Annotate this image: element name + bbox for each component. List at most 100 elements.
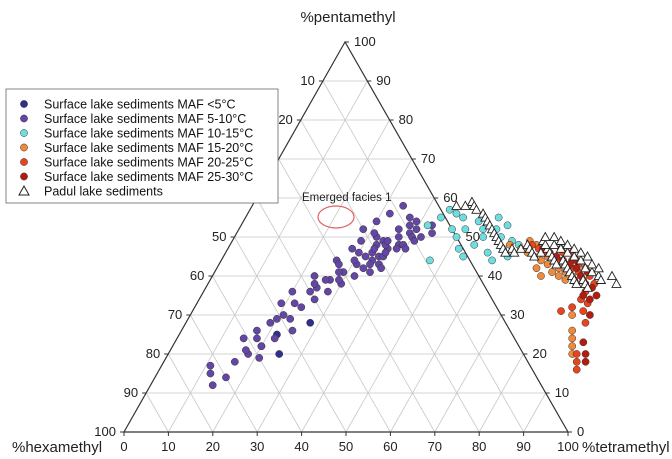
data-point-6 <box>540 239 551 249</box>
data-point-1 <box>394 225 403 234</box>
data-point-4 <box>581 318 590 327</box>
data-point-2 <box>494 213 503 222</box>
data-point-1 <box>335 260 343 269</box>
data-point-2 <box>459 213 467 222</box>
legend-marker <box>20 129 28 137</box>
data-point-1 <box>253 334 261 343</box>
data-point-6 <box>575 247 587 257</box>
data-point-3 <box>568 334 577 343</box>
data-point-1 <box>383 237 392 245</box>
right-tick-label: 60 <box>443 190 457 205</box>
data-point-6 <box>595 274 607 284</box>
data-point-1 <box>412 217 421 226</box>
data-point-6 <box>562 239 573 249</box>
data-point-1 <box>399 201 407 210</box>
data-point-2 <box>479 233 487 241</box>
data-point-6 <box>606 270 618 281</box>
data-point-3 <box>554 272 563 280</box>
data-point-1 <box>206 369 215 378</box>
grid-line-tetramethyl <box>523 392 547 433</box>
grid-line-hexamethyl <box>145 392 169 433</box>
bottom-tick-label: 30 <box>250 439 264 454</box>
legend-label: Surface lake sediments MAF 25-30°C <box>44 170 253 184</box>
data-point-2 <box>452 233 461 241</box>
data-point-0 <box>306 318 315 327</box>
data-point-6 <box>540 231 551 242</box>
legend-label: Surface lake sediments MAF 5-10°C <box>44 112 246 126</box>
data-point-5 <box>572 264 581 273</box>
data-point-1 <box>361 252 370 261</box>
data-point-1 <box>335 276 343 284</box>
grid-line-hexamethyl <box>167 353 214 433</box>
legend-box <box>5 88 279 204</box>
data-point-1 <box>310 295 319 304</box>
data-point-2 <box>452 209 461 218</box>
bottom-tick-label: 80 <box>472 439 486 454</box>
data-point-5 <box>579 291 588 300</box>
data-point-3 <box>568 311 576 319</box>
data-point-1 <box>405 213 414 222</box>
data-point-1 <box>255 354 264 362</box>
data-point-1 <box>392 244 401 253</box>
data-point-4 <box>572 350 581 358</box>
data-point-1 <box>324 287 332 296</box>
data-point-6 <box>586 258 598 269</box>
data-point-1 <box>335 268 343 276</box>
data-point-4 <box>572 357 581 366</box>
data-point-5 <box>581 357 590 366</box>
grid-lines <box>145 80 547 433</box>
data-point-1 <box>428 229 436 237</box>
left-tick-label: 70 <box>168 307 182 322</box>
annotation-ellipse <box>317 205 355 229</box>
legend-marker <box>18 184 30 196</box>
grid-line-tetramethyl <box>390 275 480 433</box>
bottom-tick-label: 10 <box>161 439 175 454</box>
data-point-1 <box>270 334 279 343</box>
data-point-0 <box>275 350 284 358</box>
data-point-4 <box>568 303 576 312</box>
grid-line-hexamethyl <box>234 236 347 433</box>
data-point-6 <box>548 231 560 242</box>
data-point-3 <box>548 268 556 276</box>
bottom-tick-label: 20 <box>206 439 220 454</box>
data-point-6 <box>582 251 593 261</box>
right-tick-label: 80 <box>399 112 413 127</box>
data-point-6 <box>460 200 471 210</box>
data-point-2 <box>437 213 445 222</box>
data-point-1 <box>350 272 359 280</box>
data-point-1 <box>370 229 379 237</box>
data-point-1 <box>288 287 297 296</box>
bottom-tick-label: 70 <box>428 439 442 454</box>
right-tick-label: 10 <box>555 385 569 400</box>
legend-label: Padul lake sediments <box>44 185 163 199</box>
data-point-1 <box>357 237 365 245</box>
data-point-3 <box>532 264 541 273</box>
bottom-tick-label: 100 <box>557 439 579 454</box>
legend-label: Surface lake sediments MAF 20-25°C <box>44 156 253 170</box>
data-point-1 <box>394 233 403 241</box>
grid-line-tetramethyl <box>168 80 368 433</box>
data-point-1 <box>290 299 299 308</box>
data-point-3 <box>537 272 545 280</box>
grid-line-hexamethyl <box>278 158 436 433</box>
legend-label: Surface lake sediments MAF <5°C <box>44 98 236 112</box>
data-point-2 <box>503 221 512 230</box>
left-tick-label: 80 <box>146 346 160 361</box>
bottom-tick-label: 90 <box>516 439 530 454</box>
data-point-1 <box>288 326 297 335</box>
legend-label: Surface lake sediments MAF 10-15°C <box>44 127 253 141</box>
right-tick-label: 20 <box>532 346 546 361</box>
data-point-1 <box>381 248 390 257</box>
left-tick-label: 100 <box>94 424 116 439</box>
data-point-2 <box>488 256 496 265</box>
right-tick-label: 40 <box>488 268 502 283</box>
grid-line-tetramethyl <box>434 314 502 433</box>
right-tick-label: 90 <box>376 73 390 88</box>
left-tick-label: 10 <box>300 73 314 88</box>
data-point-1 <box>208 381 217 390</box>
bottom-tick-label: 60 <box>383 439 397 454</box>
data-point-6 <box>568 243 580 253</box>
data-point-1 <box>370 244 379 253</box>
data-point-5 <box>579 338 588 347</box>
